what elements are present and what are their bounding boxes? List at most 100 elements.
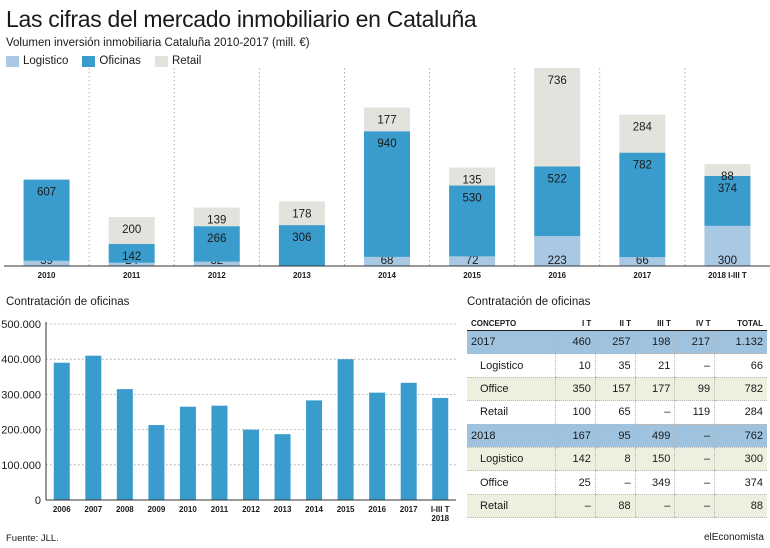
table-cell: 284 xyxy=(714,400,767,425)
data-label-retail: 135 xyxy=(463,174,482,186)
y-tick-label: 500.000 xyxy=(1,319,41,331)
bar-office-contracting xyxy=(211,405,228,500)
bar-logistico xyxy=(534,236,581,266)
x-tick-label: 2016 xyxy=(368,505,386,514)
table-row: 2017 460 257 198 217 1.132 xyxy=(467,330,767,355)
data-label-retail: 139 xyxy=(207,215,226,227)
row-label: Retail xyxy=(467,400,556,425)
bar-logistico xyxy=(23,260,70,266)
legend: Logistico Oficinas Retail xyxy=(6,55,201,67)
x-tick-label: 2018 I-III T xyxy=(708,271,747,280)
table-cell: 1.132 xyxy=(714,330,767,355)
chart-subtitle: Volumen inversión inmobiliaria Cataluña … xyxy=(6,37,310,49)
data-label-retail: 736 xyxy=(548,75,567,87)
table-cell: 762 xyxy=(714,424,767,448)
x-tick-label: 2014 xyxy=(378,271,396,280)
x-tick-label: 2011 xyxy=(123,271,141,280)
source-note: Fuente: JLL. xyxy=(6,533,59,544)
table-cell: – xyxy=(594,470,636,495)
bar-logistico xyxy=(449,256,496,266)
table-cell: 35 xyxy=(594,353,636,378)
table-cell: 119 xyxy=(674,400,715,425)
table-cell: – xyxy=(555,494,596,519)
table-cell: 142 xyxy=(555,447,596,472)
column-header: CONCEPTO xyxy=(467,315,556,331)
x-tick-label: 2011 xyxy=(211,505,229,514)
table-row: Retail –88– –88 xyxy=(467,494,767,519)
table-row: Logistico 142 8 150–300 xyxy=(467,447,767,472)
table-row: Logistico 10 35 21–66 xyxy=(467,353,767,378)
table-cell: 25 xyxy=(555,470,596,495)
bar-logistico xyxy=(704,225,751,266)
table-cell: 198 xyxy=(634,330,675,355)
table-cell: 177 xyxy=(634,377,675,402)
x-tick-label: 2010 xyxy=(38,271,56,280)
bar-retail xyxy=(108,217,155,244)
bar-office-contracting xyxy=(243,429,259,500)
bar-office-contracting xyxy=(274,434,291,500)
table-cell: – xyxy=(674,447,715,472)
bar-office-contracting xyxy=(85,355,102,500)
x-tick-label: 2013 xyxy=(274,505,292,514)
bar-logistico xyxy=(108,262,155,266)
data-label-logistico: 66 xyxy=(636,255,649,267)
data-label-oficinas: 782 xyxy=(633,160,652,172)
x-tick-label: 2017 xyxy=(633,271,651,280)
legend-swatch-oficinas xyxy=(82,55,96,67)
table-cell: 100 xyxy=(555,400,596,425)
data-label-retail: 88 xyxy=(721,171,734,183)
x-tick-label: 2008 xyxy=(116,505,134,514)
bar-office-contracting xyxy=(148,425,165,500)
table-cell: 88 xyxy=(594,494,636,519)
table-cell: 782 xyxy=(714,377,767,402)
table-cell: 499 xyxy=(634,424,675,448)
bar-office-contracting xyxy=(369,392,386,500)
table-cell: 167 xyxy=(555,424,596,448)
table-title: Contratación de oficinas xyxy=(467,296,591,308)
bar-oficinas xyxy=(534,166,581,237)
bar-retail xyxy=(534,68,581,167)
bar-retail xyxy=(278,201,325,226)
table-cell: 88 xyxy=(714,494,767,519)
office-chart-title: Contratación de oficinas xyxy=(6,296,130,308)
data-label-oficinas: 607 xyxy=(37,187,56,199)
x-tick-label: 2013 xyxy=(293,271,311,280)
x-tick-label: I-III T xyxy=(431,505,450,514)
bar-retail xyxy=(449,167,496,186)
bar-logistico xyxy=(364,256,410,266)
bar-office-contracting xyxy=(179,406,196,500)
data-label-oficinas: 306 xyxy=(292,232,311,244)
data-label-oficinas: 374 xyxy=(718,183,738,195)
bar-oficinas xyxy=(108,243,155,263)
y-tick-label: 300.000 xyxy=(1,389,41,401)
table-cell: 460 xyxy=(555,330,596,355)
x-tick-label: 2007 xyxy=(84,505,102,514)
table-cell: 10 xyxy=(555,353,596,378)
row-label: Office xyxy=(467,377,556,402)
table-cell: – xyxy=(674,494,715,519)
table-row: Retail 100 65–119 284 xyxy=(467,400,767,425)
legend-swatch-retail xyxy=(154,55,168,67)
table-cell: 349 xyxy=(634,470,675,495)
bar-oficinas xyxy=(23,179,70,261)
table-row: 2018 167 95 499–762 xyxy=(467,424,767,448)
table-row: Office 350 157 177 99 782 xyxy=(467,377,767,402)
data-label-retail: 177 xyxy=(377,115,396,127)
bar-oficinas xyxy=(364,131,410,257)
data-label-retail: 200 xyxy=(122,224,141,236)
table-cell: 65 xyxy=(594,400,636,425)
data-label-retail: 284 xyxy=(633,122,653,134)
table-row: Office 25–349–374 xyxy=(467,470,767,495)
table-cell: 66 xyxy=(714,353,767,378)
table-cell: 374 xyxy=(714,470,767,495)
row-label: Logistico xyxy=(467,447,556,472)
row-label: Retail xyxy=(467,494,556,519)
table-cell: – xyxy=(634,494,675,519)
data-label-oficinas: 266 xyxy=(207,233,226,245)
x-tick-label: 2018 xyxy=(431,514,449,523)
x-tick-label: 2014 xyxy=(305,505,323,514)
column-header: I T xyxy=(555,315,596,331)
data-label-oficinas: 522 xyxy=(548,173,567,185)
y-tick-label: 400.000 xyxy=(1,354,41,366)
office-contracting-bar-chart: 0 100.000 200.000 300.000 400.000 500.000 2006… xyxy=(1,319,456,523)
